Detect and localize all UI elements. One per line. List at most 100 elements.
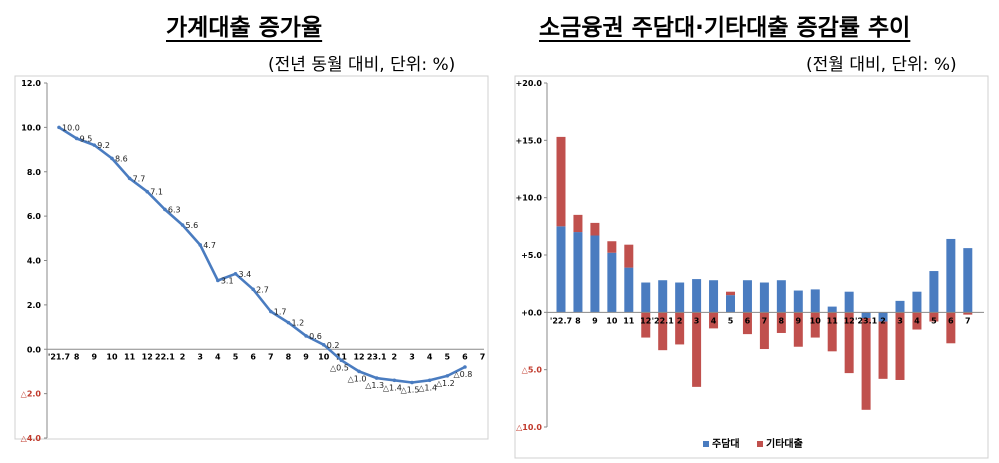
left-data-label: 4.7	[203, 241, 216, 250]
right-bar-mortgage	[827, 306, 837, 313]
right-x-tick-label: 11	[827, 316, 839, 325]
left-x-tick-label: 4	[427, 352, 433, 361]
left-data-point	[321, 343, 326, 347]
left-y-tick-label: 10.0	[21, 123, 41, 132]
left-data-point	[286, 320, 291, 325]
right-y-tick-label: +0.0	[521, 308, 542, 317]
left-x-tick-label: 9	[303, 352, 309, 361]
left-x-tick-label: 4	[215, 352, 221, 361]
right-x-tick-label: 7	[762, 316, 768, 325]
left-data-label: 7.1	[150, 188, 163, 197]
right-bar-other	[692, 312, 702, 387]
left-x-tick-label: 2	[180, 352, 186, 361]
left-data-point	[269, 309, 273, 314]
left-x-tick-label: 12	[353, 352, 364, 361]
right-x-tick-label: 4	[711, 316, 717, 325]
right-bar-other	[827, 312, 837, 352]
left-data-point	[110, 156, 114, 161]
right-plot-frame	[514, 75, 989, 459]
right-bar-mortgage	[878, 312, 888, 322]
right-x-tick-label: 7	[965, 316, 971, 325]
right-x-tick-label: 11	[623, 316, 635, 325]
right-x-tick-label: '23.1	[855, 316, 878, 325]
left-data-label: 1.7	[274, 308, 287, 317]
right-y-tick-label: △5.0	[522, 366, 543, 375]
left-x-tick-label: '21.7	[48, 352, 70, 361]
right-bar-other	[590, 222, 600, 236]
right-bar-mortgage	[759, 282, 769, 313]
right-bar-mortgage	[624, 267, 634, 313]
right-bar-other	[709, 312, 719, 329]
right-x-tick-label: 6	[948, 316, 954, 325]
left-line-chart: 12.0 10.0 8.0 6.0 4.0 2.0 0.0 △2.0 △4.0 '21.7 8 9 10…	[21, 79, 486, 443]
left-data-label: △1.4	[418, 383, 437, 392]
right-x-tick-label: 2	[677, 316, 683, 325]
right-bar-other	[624, 244, 634, 268]
left-x-tick-label: 5	[445, 352, 451, 361]
legend-swatch	[757, 441, 763, 447]
left-data-point	[216, 278, 220, 283]
left-data-point	[92, 143, 97, 147]
right-bar-mortgage	[810, 289, 820, 313]
left-data-label: △1.0	[348, 374, 367, 383]
right-bar-mortgage	[641, 282, 651, 313]
right-x-tick-label: 8	[575, 316, 581, 325]
right-x-tick-label: 10	[606, 316, 618, 325]
left-x-tick-label: 3	[409, 352, 415, 361]
right-bar-other	[573, 214, 583, 233]
left-data-label: 0.6	[309, 332, 322, 341]
right-x-tick-label: 9	[592, 316, 598, 325]
right-y-tick-label: △10.0	[516, 423, 542, 432]
right-chart-unit: (전월 대비, 단위: %)	[806, 55, 957, 75]
left-data-point	[463, 365, 467, 369]
right-bar-other	[878, 321, 888, 379]
left-data-label: 5.6	[186, 221, 199, 230]
right-y-tick-label: +15.0	[516, 136, 543, 145]
right-bar-other	[759, 312, 769, 350]
left-data-label: △0.5	[330, 363, 349, 372]
left-y-tick-label: 12.0	[21, 79, 41, 88]
left-x-tick-label: 2	[392, 352, 398, 361]
left-x-tick-label: 22.1	[155, 352, 175, 361]
left-x-tick-label: 6	[462, 352, 468, 361]
left-x-tick-label: 3	[197, 352, 203, 361]
left-x-tick-label: 5	[233, 352, 239, 361]
left-data-point	[357, 369, 361, 374]
left-x-tick-label: 7	[480, 352, 486, 361]
left-y-tick-label: △2.0	[21, 390, 42, 399]
right-bar-other	[912, 312, 922, 330]
legend-label: 기타대출	[766, 437, 803, 450]
right-bar-other	[895, 312, 905, 380]
right-bar-mortgage	[861, 312, 871, 319]
right-bar-mortgage	[844, 291, 854, 313]
left-x-tick-label: 8	[286, 352, 292, 361]
left-data-point	[339, 358, 344, 363]
left-data-label: 9.2	[97, 141, 110, 150]
right-bar-other	[742, 312, 752, 335]
right-bar-other	[946, 312, 956, 344]
right-bar-mortgage	[776, 280, 786, 313]
right-bar-other	[556, 136, 566, 227]
right-x-tick-label: 12	[844, 316, 855, 325]
left-x-tick-label: 11	[124, 352, 136, 361]
right-bar-other	[641, 312, 651, 338]
left-data-point	[180, 223, 185, 227]
right-bar-mortgage	[590, 235, 600, 313]
right-x-tick-label: 3	[897, 316, 903, 325]
left-y-tick-label: 2.0	[27, 301, 42, 310]
left-data-point	[251, 287, 255, 292]
left-data-label: 1.2	[291, 319, 304, 328]
right-x-tick-label: 5	[728, 316, 734, 325]
left-data-point	[163, 207, 167, 212]
right-x-tick-label: 12	[640, 316, 651, 325]
left-y-tick-label: 0.0	[27, 345, 42, 354]
left-data-label: △0.8	[454, 370, 473, 379]
right-bar-other	[607, 241, 617, 253]
left-series-line	[58, 126, 466, 384]
right-x-tick-label: '22.1	[652, 316, 675, 325]
left-data-label: 3.4	[239, 270, 252, 279]
right-x-tick-label: 9	[796, 316, 802, 325]
right-bar-mortgage	[556, 226, 566, 313]
left-data-label: 0.2	[327, 341, 340, 350]
right-bar-other	[963, 312, 973, 315]
